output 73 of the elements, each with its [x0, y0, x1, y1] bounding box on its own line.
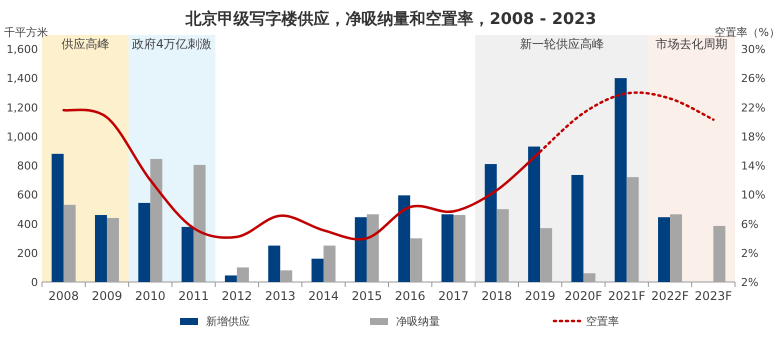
y2-tick-label: 2%	[741, 246, 758, 260]
x-tick-label: 2016	[394, 289, 426, 303]
x-tick-label: 2021F	[608, 289, 646, 303]
y2-tick-label: 22%	[741, 101, 766, 114]
y-tick-label: 0	[31, 276, 38, 289]
y2-tick-label: 30%	[741, 43, 766, 56]
y-tick-label: 1,600	[6, 43, 38, 56]
bar	[268, 246, 280, 282]
bar	[441, 214, 454, 282]
x-tick-label: 2010	[135, 289, 166, 303]
bar	[398, 195, 410, 282]
x-tick-label: 2013	[264, 289, 296, 303]
bar	[583, 273, 596, 282]
y2-tick-label: 14%	[741, 160, 766, 172]
y2-tick-label: 18%	[741, 130, 766, 144]
bar	[138, 202, 150, 282]
y2-tick-label: 6%	[741, 218, 758, 231]
x-tick-label: 2012	[222, 289, 252, 303]
bar	[453, 215, 466, 282]
bar	[182, 226, 194, 282]
bar	[484, 164, 497, 282]
y-tick-label: 600	[17, 188, 38, 202]
x-tick-label: 2015	[352, 289, 382, 303]
bar	[106, 218, 119, 282]
x-tick-label: 2011	[178, 289, 209, 303]
bar	[150, 158, 162, 282]
y2-tick-label: 26%	[741, 72, 766, 86]
bar	[94, 215, 107, 282]
bar	[366, 214, 379, 282]
x-tick-label: 2020F	[564, 289, 602, 303]
chart-title: 北京甲级写字楼供应，净吸纳量和空置率，2008 - 2023	[184, 9, 596, 28]
bar	[496, 209, 509, 282]
x-tick-label: 2009	[92, 289, 122, 303]
bar	[324, 246, 336, 282]
legend-label: 新增供应	[206, 315, 250, 328]
legend-label: 净吸纳量	[396, 315, 440, 328]
x-tick-label: 2017	[438, 289, 469, 303]
y2-tick-label: 2%	[741, 276, 758, 289]
y2-tick-label: 10%	[741, 188, 766, 202]
bar	[312, 258, 324, 282]
band-label: 新一轮供应高峰	[520, 37, 604, 51]
x-tick-label: 2022F	[651, 289, 689, 303]
bar	[540, 228, 552, 282]
band-label: 政府4万亿刺激	[132, 37, 212, 51]
legend-label: 空置率	[586, 315, 619, 328]
bar	[52, 154, 64, 282]
bar	[528, 146, 540, 282]
x-tick-label: 2019	[524, 289, 556, 303]
bar	[236, 267, 249, 282]
bar	[658, 217, 670, 282]
bar	[614, 78, 627, 282]
bar	[354, 217, 367, 282]
bar	[626, 177, 639, 282]
bar	[571, 174, 584, 282]
x-tick-label: 2014	[308, 289, 339, 303]
x-tick-label: 2008	[48, 289, 79, 303]
y-tick-label: 1,400	[6, 72, 38, 86]
x-tick-label: 2023F	[694, 289, 732, 303]
bar	[670, 214, 682, 282]
y-tick-label: 200	[17, 246, 38, 260]
bar	[410, 238, 422, 282]
y-tick-label: 800	[17, 160, 38, 172]
bar	[713, 226, 726, 282]
band-label: 供应高峰	[61, 37, 110, 51]
x-tick-label: 2018	[482, 289, 512, 303]
band-label: 市场去化周期	[656, 37, 728, 51]
bar	[194, 164, 206, 282]
y-tick-label: 1,200	[6, 101, 38, 114]
bar	[64, 204, 76, 282]
bar	[224, 275, 237, 282]
y-tick-label: 400	[17, 218, 38, 231]
bar	[280, 270, 292, 282]
y-tick-label: 1,000	[6, 130, 38, 144]
